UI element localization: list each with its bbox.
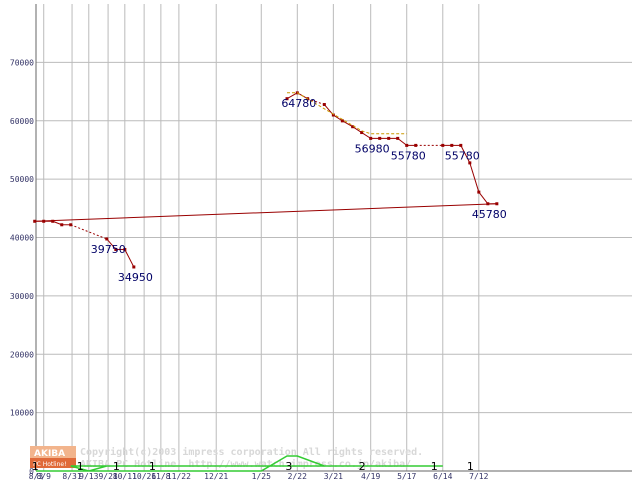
gridlines [35, 4, 632, 472]
x-tick-label: 1/25 [252, 472, 271, 480]
price-point [468, 161, 472, 165]
price-data-label: 45780 [472, 208, 507, 221]
price-segment [460, 145, 471, 164]
y-tick-label: 0 [29, 467, 34, 476]
price-segment [352, 126, 362, 133]
x-tick-label: 4/19 [361, 472, 380, 480]
price-point [51, 219, 55, 223]
logo-bottom-bg [30, 458, 76, 468]
price-point [387, 136, 391, 140]
price-point [69, 223, 73, 227]
x-tick-labels: 8/3 8/31 9/28 10/26 11/22 12/21 1/25 2/22 3/21 4/… [29, 472, 489, 480]
price-point [123, 247, 127, 251]
logo-bottom-text: PC Hotline! [33, 461, 66, 468]
price-point [331, 113, 335, 117]
x-tick-label: 11/8 [151, 472, 170, 480]
x-tick-label: 10/11 [113, 472, 137, 480]
price-data-label: 56980 [355, 142, 390, 155]
y-tick-label: 20000 [10, 350, 34, 359]
count-label: 1 [32, 460, 39, 473]
count-label: 1 [467, 460, 474, 473]
x-tick-label: 6/14 [433, 472, 452, 480]
price-point [369, 136, 373, 140]
price-point [105, 237, 109, 241]
logo-top-bg [30, 446, 76, 458]
count-label: 1 [149, 460, 156, 473]
price-segment [469, 162, 480, 193]
count-label: 1 [113, 460, 120, 473]
series [33, 91, 499, 472]
x-tick-label: 9/28 [98, 472, 117, 480]
price-point [450, 143, 454, 147]
price-range-line [287, 92, 407, 135]
price-point [60, 223, 64, 227]
price-data-label: 39750 [91, 243, 126, 256]
price-segment [361, 132, 371, 139]
price-point [378, 136, 382, 140]
site-url-line: AKIBA PC Hotline! http://www.watch.impre… [80, 458, 411, 470]
price-data-label: 64780 [281, 97, 316, 110]
price-point [459, 143, 463, 147]
count-label: 1 [77, 460, 84, 473]
y-tick-label: 30000 [10, 292, 34, 301]
price-segment [478, 191, 489, 205]
x-tick-label: 8/31 [62, 472, 81, 480]
price-point [405, 143, 409, 147]
y-tick-label: 50000 [10, 175, 34, 184]
x-tick-label: 3/21 [324, 472, 343, 480]
price-point [33, 219, 37, 223]
price-data-label: 34950 [118, 271, 153, 284]
x-tick-label: 10/26 [132, 472, 156, 480]
price-segment [307, 98, 325, 105]
price-point [414, 143, 418, 147]
x-tick-label: 7/12 [469, 472, 488, 480]
price-point [351, 125, 355, 129]
price-point [42, 219, 46, 223]
price-segment [52, 220, 62, 226]
price-point [132, 265, 136, 269]
x-tick-label: 5/17 [397, 472, 416, 480]
count-series-line [36, 455, 443, 472]
x-tick-label: 2/22 [288, 472, 307, 480]
y-tick-label: 70000 [10, 58, 34, 67]
price-point [322, 103, 326, 107]
y-tick-label: 10000 [10, 409, 34, 418]
price-point [360, 131, 364, 135]
price-point [114, 247, 118, 251]
y-tick-labels: 0 10000 20000 30000 40000 50000 60000 70000 [10, 58, 34, 476]
x-tick-label: 12/21 [204, 472, 228, 480]
price-segment [286, 92, 298, 100]
price-point [340, 119, 344, 123]
price-segment [397, 137, 408, 146]
price-segment [70, 224, 107, 240]
price-point [486, 202, 490, 206]
y-tick-label: 60000 [10, 117, 34, 126]
price-segment [124, 249, 135, 268]
price-point [396, 136, 400, 140]
price-point [285, 97, 289, 101]
count-label: 3 [285, 460, 292, 473]
price-segment [333, 114, 343, 122]
copyright-watermark: AKIBA PC Hotline! Copyright(c)2003 impre… [30, 446, 423, 470]
count-label: 1 [431, 460, 438, 473]
x-tick-label: 8/9 [36, 472, 51, 480]
logo-top-text: AKIBA [34, 449, 65, 459]
price-point [477, 190, 481, 194]
y-tick-label: 40000 [10, 234, 34, 243]
price-point [441, 143, 445, 147]
x-tick-label: 8/3 [29, 472, 44, 480]
price-point [495, 202, 499, 206]
price-segment [106, 238, 117, 250]
price-data-label: 55780 [391, 149, 426, 162]
x-tick-label: 11/22 [167, 472, 191, 480]
copyright-line: Copyright(c)2003 impress corporation All… [80, 446, 423, 458]
count-label: 2 [359, 460, 366, 473]
price-segment [34, 203, 497, 222]
x-tick-label: 9/13 [79, 472, 98, 480]
price-data-label: 55780 [445, 149, 480, 162]
price-segment [342, 120, 353, 128]
